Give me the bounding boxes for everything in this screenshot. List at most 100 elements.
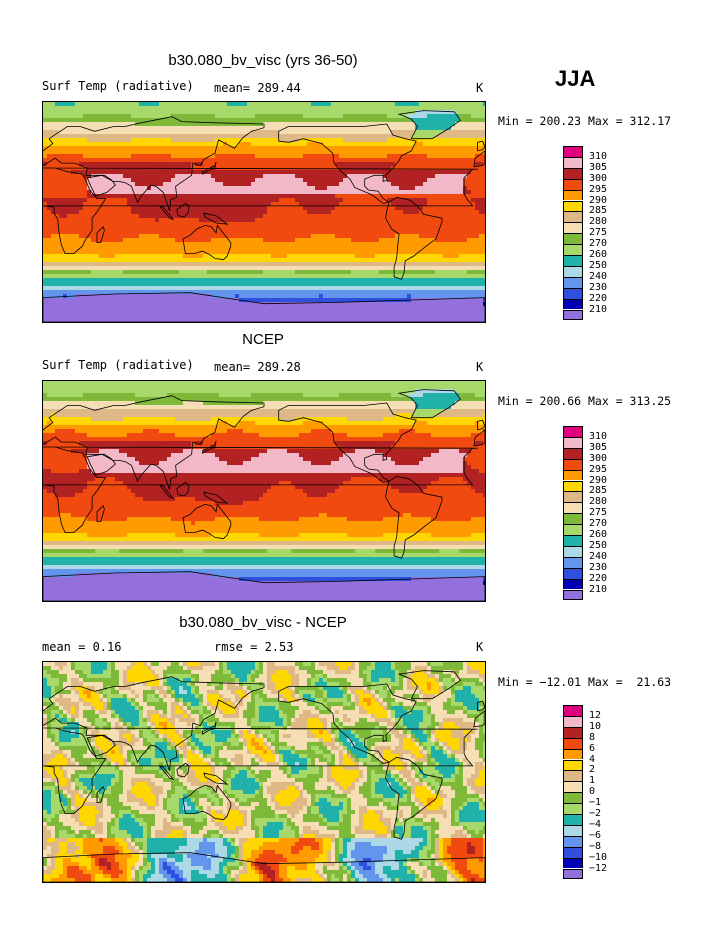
mean-label-obs: mean= 289.28 [214, 360, 301, 374]
legend-level-label: 6 [589, 742, 596, 754]
legend-level-label: 2 [589, 764, 596, 776]
legend-swatch [563, 589, 583, 601]
legend-level-label: 10 [589, 720, 602, 732]
legend-level-label: 295 [589, 463, 608, 475]
legend-swatch [563, 748, 583, 760]
legend-level-label: 280 [589, 216, 608, 228]
legend-level-label: −6 [589, 829, 602, 841]
legend-level-label: −4 [589, 818, 602, 830]
panel-title-obs: NCEP [242, 331, 284, 348]
minmax-obs: Min = 200.66 Max = 313.25 [498, 394, 672, 408]
legend-swatch [563, 233, 583, 245]
legend-swatch [563, 156, 583, 168]
map-diff [42, 661, 486, 883]
legend-swatch [563, 535, 583, 546]
legend-swatch [563, 469, 583, 481]
legend-level-label: 0 [589, 786, 596, 798]
legend-swatch [563, 567, 583, 579]
legend-swatch [563, 846, 583, 858]
coastline-outline [43, 389, 485, 601]
legend-swatch [563, 857, 583, 869]
legend-level-label: 310 [589, 150, 608, 162]
legend-level-label: 300 [589, 452, 608, 464]
mean-label-model: mean= 289.44 [214, 81, 301, 95]
legend-swatch [563, 803, 583, 814]
legend-level-label: −2 [589, 808, 602, 819]
legend-swatch [563, 759, 583, 771]
units-label-diff: K [476, 640, 484, 654]
panel-title-diff: b30.080_bv_visc - NCEP [179, 614, 347, 631]
mean-label-diff: mean = 0.16 [42, 640, 122, 654]
legend-level-label: 275 [589, 227, 608, 239]
legend-level-label: 210 [589, 303, 608, 315]
legend-level-label: 210 [589, 583, 608, 595]
legend-level-label: 230 [589, 281, 608, 293]
legend-swatch [563, 447, 583, 459]
minmax-diff: Min = −12.01 Max = 21.63 [498, 675, 672, 689]
legend-swatch [563, 244, 583, 255]
legend-level-label: 1 [589, 775, 596, 787]
legend-level-label: 250 [589, 259, 608, 271]
legend-swatch [563, 436, 583, 448]
legend-swatch [563, 502, 583, 514]
legend-swatch [563, 715, 583, 727]
legend-swatch [563, 167, 583, 179]
map-model [42, 101, 486, 323]
legend-level-label: −1 [589, 797, 602, 809]
legend-swatch [563, 222, 583, 234]
legend-swatch [563, 824, 583, 836]
legend-level-label: 230 [589, 561, 608, 573]
legend-level-label: −10 [589, 851, 608, 863]
legend-swatch [563, 781, 583, 793]
legend-diff: 12 10 8 6 4 2 1 0 −1 −2 −4 −6 −8 −10 −12 [563, 705, 633, 881]
legend-level-label: 285 [589, 485, 608, 497]
legend-swatch [563, 814, 583, 825]
legend-level-label: 12 [589, 709, 602, 721]
legend-swatch [563, 200, 583, 212]
legend-level-label: 290 [589, 194, 608, 206]
legend-swatch [563, 556, 583, 568]
map-obs [42, 380, 486, 602]
legend-swatch [563, 146, 583, 157]
legend-swatch [563, 513, 583, 525]
legend-swatch [563, 480, 583, 492]
legend-level-label: 305 [589, 441, 608, 453]
legend-swatch [563, 298, 583, 310]
season-label: JJA [555, 66, 596, 91]
legend-level-label: 260 [589, 529, 608, 540]
variable-label-model: Surf Temp (radiative) [42, 79, 194, 93]
legend-swatch [563, 491, 583, 503]
legend-obs: 310 305 300 295 290 285 280 275 270 260 250 240 230 2… [563, 426, 633, 602]
legend-swatch [563, 705, 583, 716]
legend-swatch [563, 458, 583, 470]
legend-level-label: 270 [589, 518, 608, 530]
legend-swatch [563, 276, 583, 288]
legend-swatch [563, 835, 583, 847]
legend-level-label: 300 [589, 172, 608, 184]
legend-level-label: −8 [589, 840, 602, 852]
legend-swatch [563, 578, 583, 590]
legend-level-label: −12 [589, 862, 608, 874]
units-label-model: K [476, 81, 484, 95]
legend-model: 310 305 300 295 290 285 280 275 270 260 250 240 230 2… [563, 146, 633, 322]
legend-swatch [563, 726, 583, 738]
legend-level-label: 240 [589, 550, 608, 562]
legend-swatch [563, 737, 583, 749]
legend-swatch [563, 426, 583, 437]
legend-level-label: 250 [589, 539, 608, 551]
legend-level-label: 285 [589, 205, 608, 217]
units-label-obs: K [476, 360, 484, 374]
legend-level-label: 275 [589, 507, 608, 519]
variable-label-obs: Surf Temp (radiative) [42, 358, 194, 372]
legend-level-label: 280 [589, 496, 608, 508]
legend-level-label: 220 [589, 572, 608, 584]
legend-swatch [563, 309, 583, 321]
legend-level-label: 270 [589, 238, 608, 250]
panel-title-model: b30.080_bv_visc (yrs 36-50) [168, 52, 358, 69]
legend-swatch [563, 792, 583, 804]
legend-level-label: 295 [589, 183, 608, 195]
legend-swatch [563, 770, 583, 782]
legend-level-label: 290 [589, 474, 608, 486]
legend-swatch [563, 545, 583, 557]
legend-level-label: 240 [589, 270, 608, 282]
